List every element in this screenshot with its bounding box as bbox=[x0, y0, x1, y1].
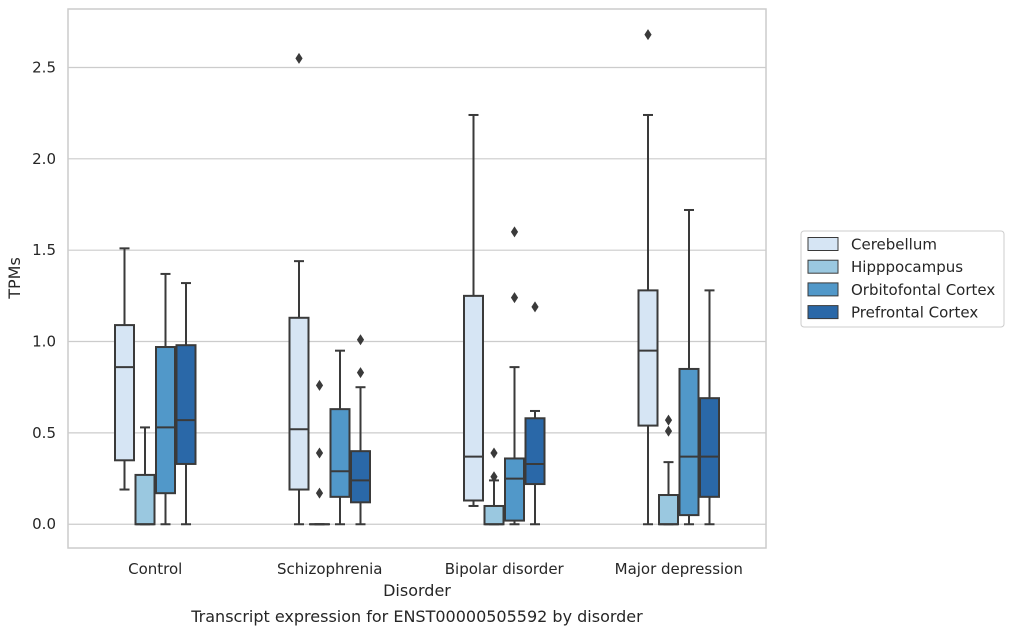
box-cerebellum bbox=[114, 247, 135, 491]
y-tick-label: 0.5 bbox=[32, 424, 56, 442]
box-prefrontal-cortex bbox=[699, 289, 720, 526]
legend-swatch bbox=[807, 237, 839, 251]
chart-caption: Transcript expression for ENST0000050559… bbox=[190, 607, 643, 626]
outlier-point bbox=[295, 52, 303, 64]
outlier-point bbox=[644, 29, 652, 41]
x-axis-ticks: Control Schizophrenia Bipolar disorder Majo… bbox=[128, 560, 743, 578]
box-cerebellum bbox=[463, 113, 484, 507]
legend-label: Prefrontal Cortex bbox=[851, 304, 978, 322]
y-tick-label: 2.5 bbox=[32, 58, 56, 76]
box-iqr bbox=[329, 408, 351, 498]
box-cerebellum bbox=[288, 52, 310, 526]
y-tick-label: 1.5 bbox=[32, 241, 56, 259]
box-prefrontal-cortex bbox=[524, 301, 546, 526]
box-cerebellum bbox=[637, 29, 659, 526]
legend-frame bbox=[800, 230, 1005, 328]
box-prefrontal-cortex bbox=[175, 282, 197, 526]
outlier-point bbox=[315, 379, 324, 391]
x-tick-label: Bipolar disorder bbox=[445, 560, 565, 578]
box-hipppocampus bbox=[483, 447, 505, 526]
box-hipppocampus bbox=[658, 414, 679, 526]
x-tick-label: Schizophrenia bbox=[277, 560, 382, 578]
plot-frame bbox=[67, 8, 767, 549]
box-iqr bbox=[637, 289, 659, 427]
outlier-point bbox=[490, 447, 498, 459]
legend-label: Cerebellum bbox=[851, 236, 937, 254]
box-orbitofontal-cortex bbox=[504, 226, 525, 526]
legend-label: Orbitofontal Cortex bbox=[851, 281, 995, 299]
outlier-point bbox=[664, 414, 673, 426]
outlier-point bbox=[315, 447, 324, 459]
y-tick-label: 0.0 bbox=[32, 515, 56, 533]
outlier-point bbox=[490, 471, 498, 483]
x-axis-title: Disorder bbox=[383, 581, 451, 600]
box-iqr bbox=[524, 417, 546, 486]
box-iqr bbox=[678, 367, 700, 517]
y-tick-label: 1.0 bbox=[32, 333, 56, 351]
box-iqr bbox=[288, 316, 310, 491]
outlier-point bbox=[510, 292, 519, 304]
box-iqr bbox=[175, 344, 197, 465]
box-hipppocampus bbox=[134, 426, 156, 526]
y-tick-label: 2.0 bbox=[32, 150, 56, 168]
legend-swatch bbox=[807, 282, 839, 297]
legend-label: Hipppocampus bbox=[851, 258, 963, 276]
legend-swatch bbox=[807, 305, 839, 320]
box-iqr bbox=[483, 504, 505, 526]
boxes bbox=[114, 29, 720, 526]
box-iqr bbox=[699, 397, 720, 498]
outlier-point bbox=[664, 425, 673, 437]
y-axis-ticks: 0.0 0.5 1.0 1.5 2.0 2.5 bbox=[32, 58, 56, 533]
outlier-point bbox=[510, 226, 519, 238]
outlier-point bbox=[315, 487, 324, 499]
box-orbitofontal-cortex bbox=[155, 272, 176, 526]
box-iqr bbox=[504, 457, 525, 522]
legend-swatch bbox=[807, 259, 839, 274]
box-iqr bbox=[463, 294, 484, 502]
legend: Cerebellum Hipppocampus Orbitofontal Corte… bbox=[800, 230, 1005, 328]
outlier-point bbox=[531, 301, 539, 313]
box-orbitofontal-cortex bbox=[329, 349, 351, 526]
y-axis-title: TPMs bbox=[5, 257, 24, 300]
box-iqr bbox=[658, 494, 679, 526]
box-prefrontal-cortex bbox=[350, 334, 371, 526]
x-tick-label: Major depression bbox=[615, 560, 743, 578]
box-iqr bbox=[350, 450, 371, 504]
outlier-point bbox=[356, 367, 365, 379]
outlier-point bbox=[356, 334, 365, 346]
box-iqr bbox=[114, 324, 135, 462]
box-hipppocampus bbox=[309, 379, 330, 526]
box-orbitofontal-cortex bbox=[678, 208, 700, 526]
box-iqr bbox=[134, 473, 156, 526]
x-tick-label: Control bbox=[128, 560, 182, 578]
box-iqr bbox=[155, 346, 176, 495]
